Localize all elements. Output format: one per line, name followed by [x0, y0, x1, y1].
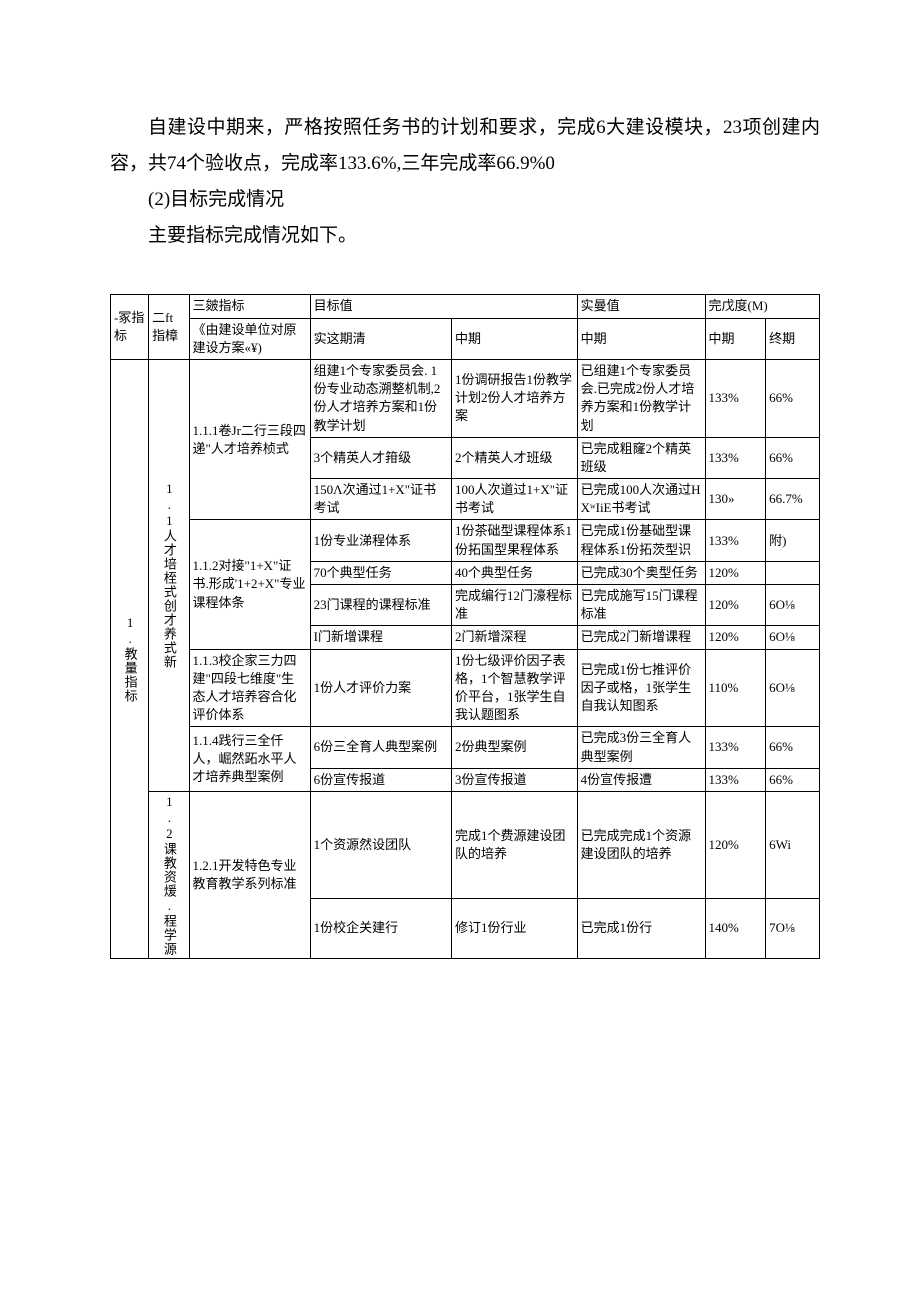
- cell: 1份七级评价因子表格，1个智慧教学评价平台，1张学生自我认题图系: [452, 649, 578, 727]
- table-row: 《由建设单位对原建设方案«¥) 实这期清 中期 中期 中期 终期: [111, 318, 820, 359]
- cell: 1.2.1开发特色专业教育教学系列标准: [189, 791, 310, 958]
- cell: 6O⅛: [766, 626, 820, 649]
- cell: 1.1.4践行三全仟人，崛然跖水平人才培养典型案例: [189, 727, 310, 792]
- cell: 完成编行12门濠程标准: [452, 585, 578, 626]
- table-row: 1.1.2对接"1+X"证书.形成'1+2+X"专业课程体条 1份专业涕程体系 …: [111, 520, 820, 561]
- cell: 2个精英人才班级: [452, 437, 578, 478]
- cell: 4份宣传报遭: [577, 768, 705, 791]
- cell: 110%: [705, 649, 766, 727]
- cell: 133%: [705, 520, 766, 561]
- cell: 66.7%: [766, 479, 820, 520]
- paragraph-1: 自建设中期来，严格按照任务书的计划和要求，完成6大建设模块，23项创建内容，共7…: [110, 110, 820, 182]
- cell: 已完成2门新增课程: [577, 626, 705, 649]
- cell: 1份人才评价力案: [310, 649, 451, 727]
- cell: 已完成1份基础型课程体系1份拓茨型识: [577, 520, 705, 561]
- table-row: 1.1.4践行三全仟人，崛然跖水平人才培养典型案例 6份三全育人典型案例 2份典…: [111, 727, 820, 768]
- cell: 完成1个费源建设团队的培养: [452, 791, 578, 898]
- cell: 已完成1份七推评价因子或格，1张学生自我认知图系: [577, 649, 705, 727]
- cell: 1份调研报告1份教学计划2份人才培养方案: [452, 359, 578, 437]
- cell: 133%: [705, 768, 766, 791]
- cell: 组建1个专家委员会. 1份专业动态溯整机制,2份人才培养方案和1份教学计划: [310, 359, 451, 437]
- cell: 1个资源然设团队: [310, 791, 451, 898]
- cell: 6Wi: [766, 791, 820, 898]
- cell: 140%: [705, 898, 766, 958]
- cell: 3个精英人才箝级: [310, 437, 451, 478]
- cell: [766, 561, 820, 584]
- paragraph-2: (2)目标完成情况: [110, 182, 820, 218]
- cell: 1.教量指标: [111, 359, 149, 958]
- table-row: 1.2课教资煖.程学源 1.2.1开发特色专业教育教学系列标准 1个资源然设团队…: [111, 791, 820, 898]
- cell: 1.1.1卷Jr二行三段四递"人才培养桢式: [189, 359, 310, 520]
- cell: 100人次道过1+X"证书考试: [452, 479, 578, 520]
- cell: 133%: [705, 359, 766, 437]
- cell: 6O⅛: [766, 585, 820, 626]
- cell: 1份茶础型课程体系1份拓国型果程体系: [452, 520, 578, 561]
- cell: 修订1份行业: [452, 898, 578, 958]
- cell: 150Λ次通过1+X"证书考试: [310, 479, 451, 520]
- cell: 1.1.3校企家三力四建"四段七维度"生态人才培养容合化评价体系: [189, 649, 310, 727]
- cell: 已完成粗窿2个精英班级: [577, 437, 705, 478]
- cell: 附): [766, 520, 820, 561]
- cell: 7O⅛: [766, 898, 820, 958]
- table-row: 1.1.3校企家三力四建"四段七维度"生态人才培养容合化评价体系 1份人才评价力…: [111, 649, 820, 727]
- cell: 中期: [705, 318, 766, 359]
- cell: 120%: [705, 561, 766, 584]
- cell: 实这期清: [310, 318, 451, 359]
- cell: 23门课程的课程标准: [310, 585, 451, 626]
- cell: 120%: [705, 791, 766, 898]
- cell: 二ft指樟: [149, 295, 189, 360]
- cell: 1.1.2对接"1+X"证书.形成'1+2+X"专业课程体条: [189, 520, 310, 649]
- cell: 1.1人才培桎式创才养式新: [149, 359, 189, 791]
- table-row: -冢指标 二ft指樟 三皴指标 目标值 实曼值 完戊度(M): [111, 295, 820, 318]
- cell: 三皴指标: [189, 295, 310, 318]
- cell: 已完成施写15门课程标准: [577, 585, 705, 626]
- cell: 66%: [766, 768, 820, 791]
- cell: 完戊度(M): [705, 295, 819, 318]
- cell: 3份宣传报道: [452, 768, 578, 791]
- cell: 6份三全育人典型案例: [310, 727, 451, 768]
- cell: 2门新增深程: [452, 626, 578, 649]
- cell: 已完成完成1个资源建设团队的培养: [577, 791, 705, 898]
- indicators-table: -冢指标 二ft指樟 三皴指标 目标值 实曼值 完戊度(M) 《由建设单位对原建…: [110, 294, 820, 959]
- cell: 130»: [705, 479, 766, 520]
- cell: 目标值: [310, 295, 577, 318]
- cell: 133%: [705, 727, 766, 768]
- cell: 66%: [766, 437, 820, 478]
- cell: 133%: [705, 437, 766, 478]
- cell: 已完成100人次通过HXʷIiE书考试: [577, 479, 705, 520]
- cell: 66%: [766, 359, 820, 437]
- cell: 40个典型任务: [452, 561, 578, 584]
- cell: 120%: [705, 585, 766, 626]
- cell: I门新增课程: [310, 626, 451, 649]
- cell: -冢指标: [111, 295, 149, 360]
- cell: 70个典型任务: [310, 561, 451, 584]
- cell: 1份校企关建行: [310, 898, 451, 958]
- cell: 1.2课教资煖.程学源: [149, 791, 189, 958]
- cell: 中期: [452, 318, 578, 359]
- cell: 实曼值: [577, 295, 705, 318]
- cell: 1份专业涕程体系: [310, 520, 451, 561]
- cell: 2份典型案例: [452, 727, 578, 768]
- cell: 已完成3份三全育人典型案例: [577, 727, 705, 768]
- cell: 66%: [766, 727, 820, 768]
- cell: 6O⅛: [766, 649, 820, 727]
- cell: 120%: [705, 626, 766, 649]
- cell: 已组建1个专家委员会.已完成2份人才培养方案和1份教学计划: [577, 359, 705, 437]
- cell: 中期: [577, 318, 705, 359]
- cell: 《由建设单位对原建设方案«¥): [189, 318, 310, 359]
- table-row: 1.教量指标 1.1人才培桎式创才养式新 1.1.1卷Jr二行三段四递"人才培养…: [111, 359, 820, 437]
- cell: 已完成30个奥型任务: [577, 561, 705, 584]
- cell: 6份宣传报道: [310, 768, 451, 791]
- cell: 已完成1份行: [577, 898, 705, 958]
- cell: 终期: [766, 318, 820, 359]
- paragraph-3: 主要指标完成情况如下。: [110, 218, 820, 254]
